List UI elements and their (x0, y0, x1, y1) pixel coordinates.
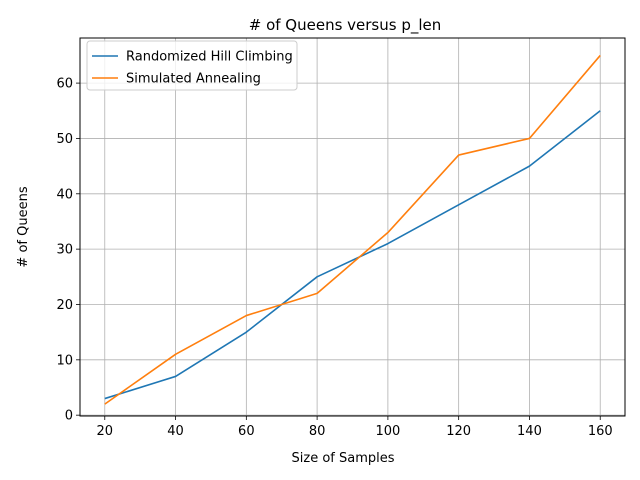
x-axis-label: Size of Samples (292, 451, 395, 466)
y-axis-label: # of Queens (16, 186, 31, 267)
legend-frame (86, 40, 298, 91)
y-tick-label: 20 (56, 298, 73, 313)
y-tick-label: 10 (56, 353, 73, 368)
x-tick-label: 40 (167, 424, 184, 439)
series-lines (104, 54, 601, 405)
y-tick-label: 50 (56, 132, 73, 147)
x-tick-label: 160 (588, 424, 613, 439)
grid (80, 38, 625, 416)
series-line-2 (104, 54, 601, 405)
y-tick-label: 30 (56, 243, 73, 258)
y-tick-label: 40 (56, 187, 73, 202)
legend-label: Randomized Hill Climbing (126, 50, 293, 65)
axis-ticks: 20 40 60 80 100 120 140 160 0 10 20 30 40 50 60 (56, 77, 612, 439)
y-tick-label: 0 (65, 409, 73, 424)
legend-label: Simulated Annealing (126, 72, 261, 87)
x-tick-label: 140 (517, 424, 542, 439)
chart-title: # of Queens versus p_len (249, 16, 442, 35)
legend: Randomized Hill Climbing Simulated Anneal… (86, 40, 298, 91)
plot-frame (79, 37, 626, 417)
x-tick-label: 100 (375, 424, 400, 439)
y-tick-label: 60 (56, 77, 73, 92)
x-tick-label: 20 (96, 424, 113, 439)
series-line-1 (104, 110, 601, 400)
x-tick-label: 80 (309, 424, 326, 439)
x-tick-label: 120 (446, 424, 471, 439)
legend-items: Randomized Hill Climbing Simulated Anneal… (92, 50, 293, 87)
x-tick-label: 60 (238, 424, 255, 439)
